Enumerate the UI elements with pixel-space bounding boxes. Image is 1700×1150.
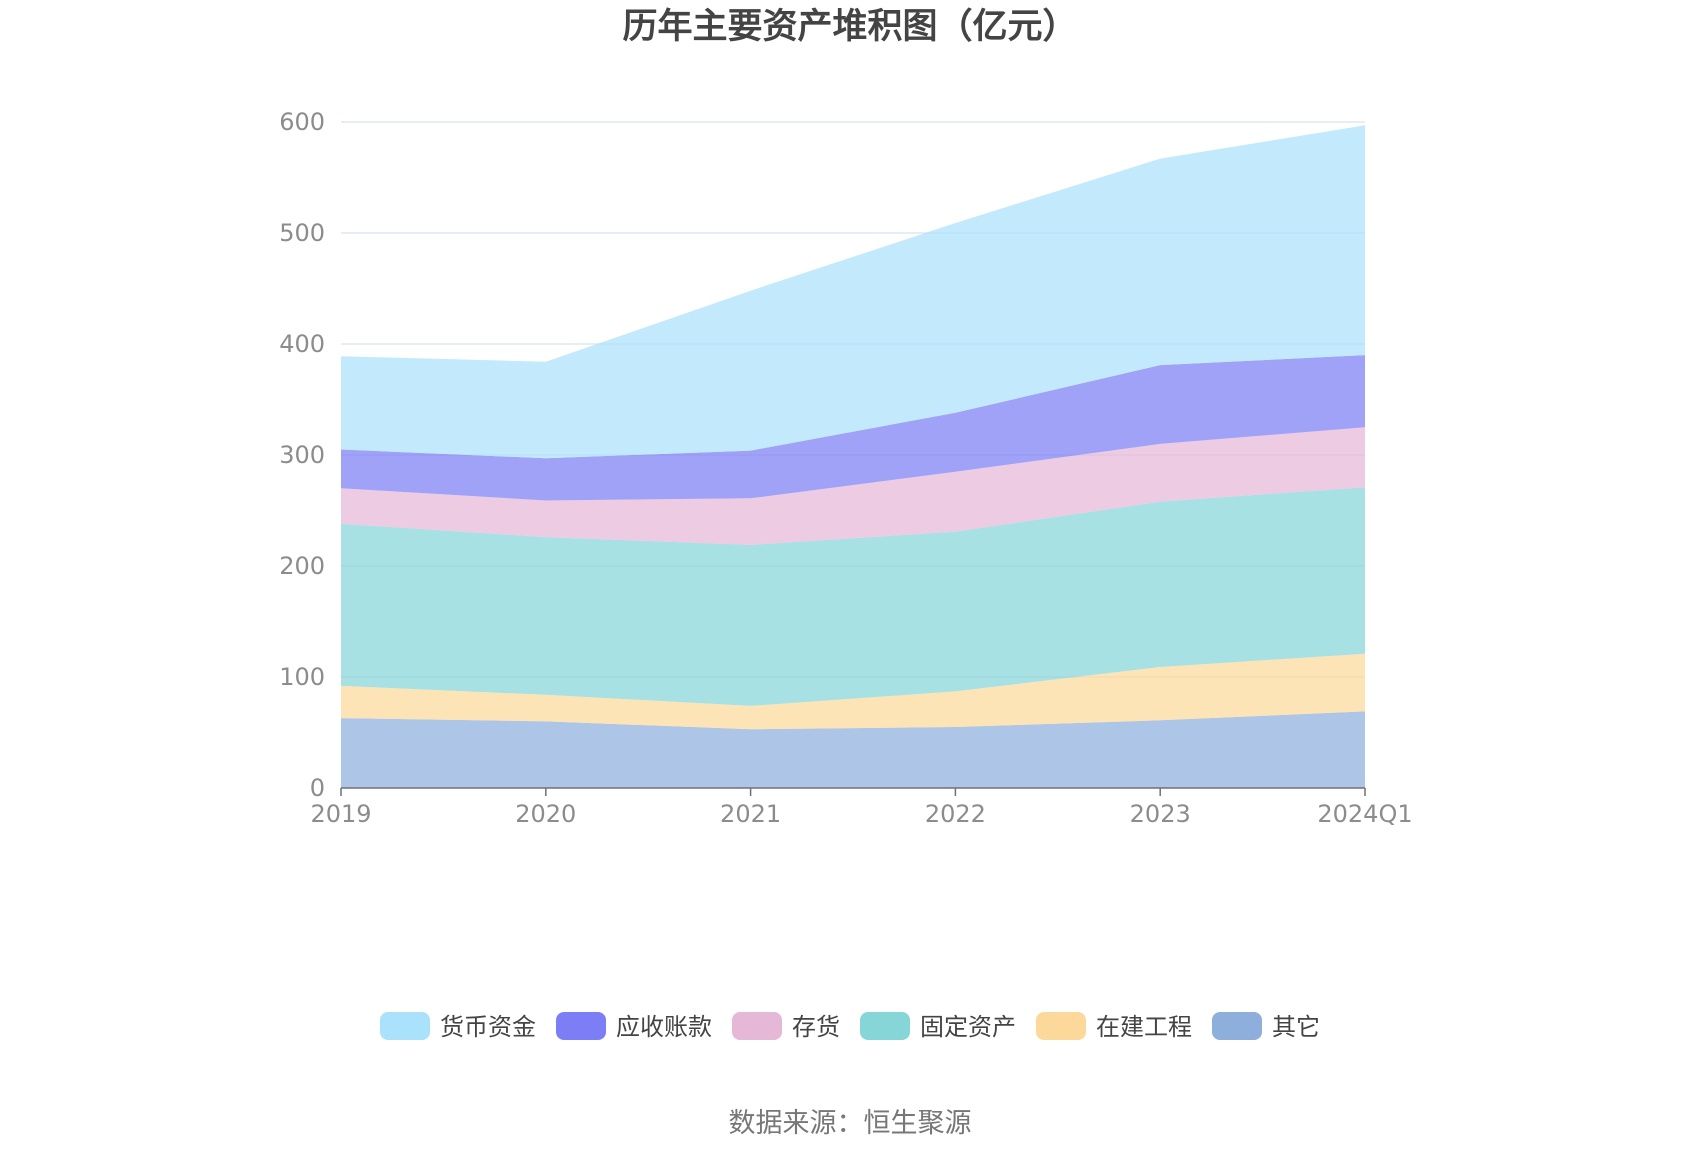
area-series-1 — [341, 653, 1365, 730]
x-tick-label: 2019 — [310, 800, 371, 828]
x-tick-label: 2023 — [1130, 800, 1191, 828]
legend-item[interactable]: 存货 — [732, 1012, 840, 1041]
y-tick-label: 0 — [310, 774, 325, 802]
legend-swatch — [1036, 1012, 1086, 1040]
legend-swatch — [1212, 1012, 1262, 1040]
legend-item[interactable]: 应收账款 — [556, 1012, 712, 1041]
legend-label: 应收账款 — [616, 1013, 712, 1041]
legend-swatch — [860, 1012, 910, 1040]
y-tick-label: 400 — [279, 330, 325, 358]
chart-title: 历年主要资产堆积图（亿元） — [622, 7, 1077, 47]
legend-label: 在建工程 — [1096, 1013, 1192, 1041]
axes: 0 100 200 300 400 500 600 2019 2020 2021 2022 2023 2… — [279, 108, 1412, 828]
legend-swatch — [556, 1012, 606, 1040]
area-series-2 — [341, 487, 1365, 706]
legend-label: 固定资产 — [920, 1013, 1016, 1041]
area-series-3 — [341, 427, 1365, 545]
legend-item[interactable]: 在建工程 — [1036, 1012, 1192, 1041]
area-series-0 — [341, 711, 1365, 788]
y-tick-label: 500 — [279, 219, 325, 247]
legend-item[interactable]: 货币资金 — [380, 1012, 536, 1041]
legend-item[interactable]: 其它 — [1212, 1012, 1320, 1041]
y-tick-label: 600 — [279, 108, 325, 136]
legend-swatch — [380, 1012, 430, 1040]
legend-label: 其它 — [1272, 1013, 1320, 1041]
area-series-4 — [341, 355, 1365, 501]
legend-label: 存货 — [792, 1013, 840, 1041]
y-tick-label: 300 — [279, 441, 325, 469]
y-tick-label: 200 — [279, 552, 325, 580]
legend-label: 货币资金 — [440, 1013, 536, 1041]
legend-swatch — [732, 1012, 782, 1040]
x-tick-label: 2024Q1 — [1317, 800, 1412, 828]
x-tick-label: 2021 — [720, 800, 781, 828]
legend: 货币资金 应收账款 存货 固定资产 在建工程 其它 — [380, 1012, 1320, 1041]
area-layers — [341, 125, 1365, 788]
area-series-5 — [341, 125, 1365, 459]
x-tick-label: 2020 — [515, 800, 576, 828]
y-tick-label: 100 — [279, 663, 325, 691]
legend-item[interactable]: 固定资产 — [860, 1012, 1016, 1041]
source-note: 数据来源：恒生聚源 — [729, 1108, 972, 1139]
x-tick-label: 2022 — [925, 800, 986, 828]
